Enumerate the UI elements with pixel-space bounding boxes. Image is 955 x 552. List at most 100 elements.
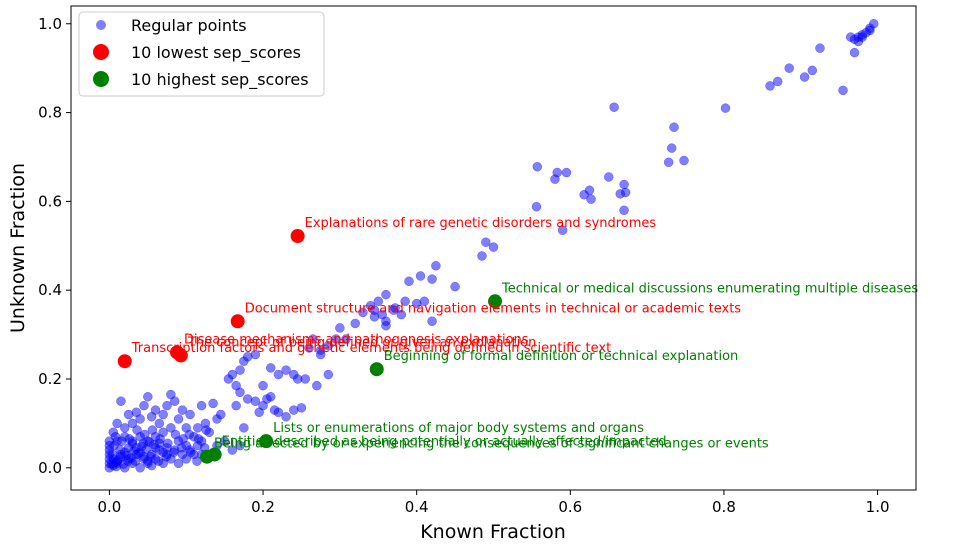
highest-point [488, 294, 503, 309]
points-layer [104, 19, 879, 473]
highest-annotation: Entities described as being potentially … [222, 434, 667, 449]
regular-point [663, 157, 674, 168]
regular-point [123, 409, 134, 420]
y-tick-label: 0.4 [38, 281, 62, 299]
regular-point [427, 316, 437, 327]
regular-point [281, 365, 291, 375]
regular-point [181, 454, 191, 464]
regular-point [579, 189, 589, 200]
regular-point [196, 400, 207, 411]
regular-point [130, 456, 141, 466]
regular-point [807, 65, 818, 76]
regular-point [419, 296, 430, 307]
highest-annotation: Beginning of formal definition or techni… [384, 349, 739, 364]
regular-point [265, 392, 276, 402]
legend-marker-regular [96, 20, 106, 30]
regular-point [849, 47, 860, 58]
regular-point [815, 43, 825, 53]
regular-point [315, 349, 326, 360]
regular-point [239, 356, 249, 366]
regular-point [116, 396, 126, 406]
regular-point [208, 398, 218, 409]
regular-point [146, 411, 157, 422]
regular-point [265, 363, 276, 373]
regular-point [615, 189, 625, 199]
regular-point [772, 76, 783, 87]
regular-point [173, 458, 184, 469]
regular-point [146, 451, 156, 462]
regular-point [312, 380, 322, 391]
x-axis-label: Known Fraction [420, 521, 566, 543]
legend: Regular points 10 lowest sep_scores 10 h… [78, 11, 325, 97]
plot-frame [70, 5, 917, 491]
regular-point [323, 369, 334, 380]
lowest-annotation: Document structure and navigation elemen… [245, 301, 742, 316]
y-tick-label: 0.2 [38, 370, 62, 388]
regular-point [166, 423, 176, 433]
regular-point [193, 423, 203, 433]
regular-point [281, 411, 291, 422]
regular-point [176, 443, 187, 453]
lowest-point [290, 229, 305, 244]
regular-point [857, 32, 867, 42]
regular-point [679, 155, 689, 166]
x-tick-label: 0.0 [97, 498, 121, 516]
regular-point [138, 438, 148, 449]
x-tick-label: 0.8 [712, 498, 736, 516]
regular-point [784, 63, 794, 73]
regular-point [273, 407, 284, 418]
regular-point [586, 194, 596, 204]
y-tick-label: 0.0 [38, 459, 62, 477]
regular-point [258, 380, 268, 391]
regular-point [193, 434, 204, 444]
regular-point [177, 405, 188, 415]
x-tick-label: 0.4 [405, 498, 429, 516]
regular-point [112, 418, 122, 429]
legend-box [78, 11, 325, 97]
regular-point [381, 289, 391, 300]
legend-label-highest: 10 highest sep_scores [131, 70, 309, 90]
x-tick-label: 0.2 [251, 498, 275, 516]
regular-point [169, 447, 179, 458]
regular-point [388, 305, 399, 315]
regular-point [666, 143, 677, 153]
regular-point [161, 451, 172, 462]
regular-point [669, 122, 679, 132]
regular-point [450, 281, 460, 292]
regular-point [488, 242, 499, 252]
lowest-point [230, 314, 245, 329]
regular-point [431, 261, 441, 271]
x-tick-label: 0.6 [558, 498, 582, 516]
regular-point [335, 323, 345, 333]
regular-point [561, 167, 572, 178]
regular-point [799, 72, 810, 82]
x-tick-label: 1.0 [866, 498, 890, 516]
regular-point [147, 425, 158, 435]
regular-point [865, 25, 875, 36]
regular-point [201, 425, 211, 435]
y-tick-label: 1.0 [38, 15, 62, 33]
regular-point [239, 423, 249, 433]
regular-point [115, 445, 125, 455]
regular-point [250, 396, 261, 406]
lowest-annotation: Explanations of rare genetic disorders a… [305, 216, 657, 231]
regular-point [192, 456, 202, 466]
regular-point [603, 172, 614, 182]
highest-point [259, 434, 274, 449]
regular-point [331, 334, 341, 344]
regular-point [170, 429, 181, 440]
highest-annotation: Technical or medical discussions enumera… [501, 281, 918, 296]
regular-point [838, 85, 848, 96]
regular-point [619, 205, 629, 216]
y-axis-label: Unknown Fraction [7, 163, 29, 333]
regular-point [184, 429, 195, 440]
regular-point [531, 201, 542, 212]
regular-point [845, 32, 856, 42]
regular-point [223, 374, 234, 384]
regular-point [163, 438, 173, 449]
regular-point [154, 418, 165, 429]
regular-point [273, 369, 284, 380]
highest-annotation: Lists or enumerations of major body syst… [273, 421, 644, 436]
regular-point [481, 237, 491, 247]
